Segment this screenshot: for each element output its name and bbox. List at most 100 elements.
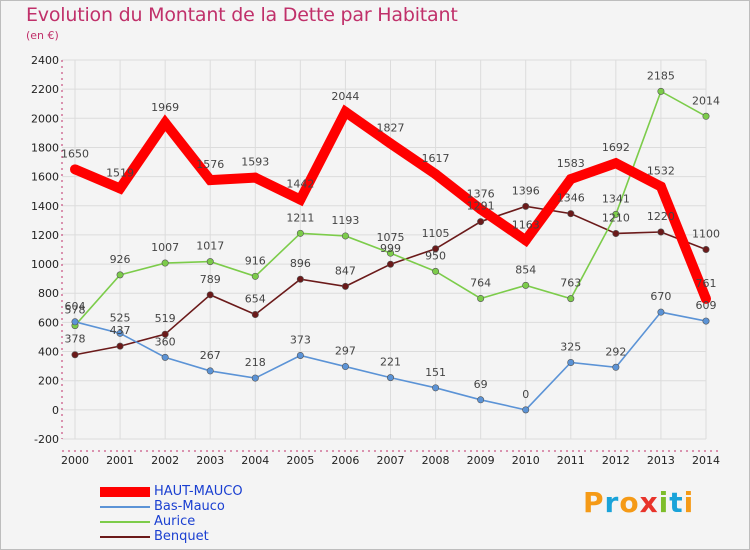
- data-label: 578: [65, 304, 86, 317]
- y-tick-label: 2000: [31, 112, 59, 125]
- y-tick-label: 800: [38, 287, 59, 300]
- data-point: [251, 374, 259, 382]
- y-tick-labels: -200 0 200 400 600 800 1000 1200 1400 1600 1800 200…: [31, 54, 59, 446]
- data-point: [206, 367, 214, 375]
- data-point: [116, 342, 124, 350]
- data-point: [701, 293, 711, 304]
- data-label: 1519: [106, 166, 134, 179]
- logo-letter: r: [604, 486, 620, 519]
- legend-swatch: [100, 487, 150, 497]
- data-label: 1969: [151, 101, 179, 114]
- data-point: [567, 295, 575, 303]
- data-point: [477, 218, 485, 226]
- data-point: [296, 351, 304, 359]
- x-tick-label: 2005: [286, 454, 314, 467]
- x-tick-labels: 2000 2001 2002 2003 2004 2005 2006 2007 2008 2009…: [61, 454, 720, 467]
- y-tick-label: 200: [38, 375, 59, 388]
- data-label: 2185: [647, 69, 675, 82]
- y-tick-label: 1800: [31, 141, 59, 154]
- data-label: 1532: [647, 165, 675, 178]
- data-label: 1617: [422, 152, 450, 165]
- data-label: 1341: [602, 192, 630, 205]
- y-tick-label: 1600: [31, 171, 59, 184]
- data-label: 0: [522, 388, 529, 401]
- data-label: 525: [110, 311, 131, 324]
- data-point: [206, 258, 214, 266]
- data-point: [610, 158, 621, 169]
- data-label: 999: [380, 242, 401, 255]
- data-label: 1692: [602, 141, 630, 154]
- data-point: [702, 112, 710, 120]
- y-tick-label: 400: [38, 346, 59, 359]
- chart-subtitle: (en €): [26, 29, 59, 42]
- data-point: [205, 175, 216, 186]
- data-label: 609: [696, 299, 717, 312]
- data-point: [295, 194, 306, 205]
- data-label: 1576: [196, 158, 224, 171]
- chart-title: Evolution du Montant de la Dette par Hab…: [26, 4, 458, 26]
- legend-label: Bas-Mauco: [154, 499, 225, 514]
- data-point: [522, 406, 530, 414]
- logo-letter: i: [658, 486, 670, 519]
- y-tick-label: 1400: [31, 200, 59, 213]
- data-point: [432, 267, 440, 275]
- data-label: 218: [245, 356, 266, 369]
- series-points: [70, 87, 711, 414]
- data-point: [250, 172, 261, 183]
- data-point: [477, 294, 485, 302]
- data-point: [432, 384, 440, 392]
- data-label: 764: [470, 276, 491, 289]
- logo-letter: P: [583, 486, 605, 519]
- data-label: 2044: [331, 90, 359, 103]
- data-label: 1346: [557, 192, 585, 205]
- data-point: [116, 271, 124, 279]
- x-tick-label: 2001: [106, 454, 134, 467]
- data-point: [116, 329, 124, 337]
- data-label: 325: [560, 340, 581, 353]
- data-point: [161, 259, 169, 267]
- data-point: [206, 291, 214, 299]
- data-point: [612, 210, 620, 218]
- data-label: 1291: [467, 200, 495, 213]
- logo-letter: x: [639, 486, 659, 519]
- data-point: [70, 164, 80, 175]
- data-point: [341, 282, 349, 290]
- data-point: [341, 232, 349, 240]
- data-point: [657, 228, 665, 236]
- data-point: [477, 396, 485, 404]
- data-label: 1396: [512, 184, 540, 197]
- data-label: 763: [560, 277, 581, 290]
- data-label: 1100: [692, 228, 720, 241]
- data-point: [657, 87, 665, 95]
- data-point: [296, 275, 304, 283]
- data-point: [432, 245, 440, 253]
- data-label: 670: [650, 290, 671, 303]
- x-tick-label: 2010: [512, 454, 540, 467]
- data-label: 2014: [692, 94, 720, 107]
- data-label: 1376: [467, 187, 495, 200]
- x-tick-label: 2014: [692, 454, 720, 467]
- data-label: 1210: [602, 211, 630, 224]
- data-point: [567, 210, 575, 218]
- y-tick-label: 2200: [31, 83, 59, 96]
- data-point: [71, 351, 79, 359]
- data-label: 1105: [422, 227, 450, 240]
- y-tick-label: -200: [34, 433, 59, 446]
- data-point: [657, 308, 665, 316]
- data-point: [565, 174, 576, 185]
- data-point: [385, 138, 396, 149]
- x-tick-label: 2000: [61, 454, 89, 467]
- data-label: 1442: [286, 178, 314, 191]
- data-point: [567, 358, 575, 366]
- x-tick-label: 2002: [151, 454, 179, 467]
- x-tick-label: 2009: [467, 454, 495, 467]
- data-point: [161, 330, 169, 338]
- data-label: 437: [110, 324, 131, 337]
- data-point: [341, 363, 349, 371]
- legend-swatch: [100, 506, 150, 508]
- y-tick-label: 600: [38, 316, 59, 329]
- data-point: [475, 204, 486, 215]
- data-point: [522, 202, 530, 210]
